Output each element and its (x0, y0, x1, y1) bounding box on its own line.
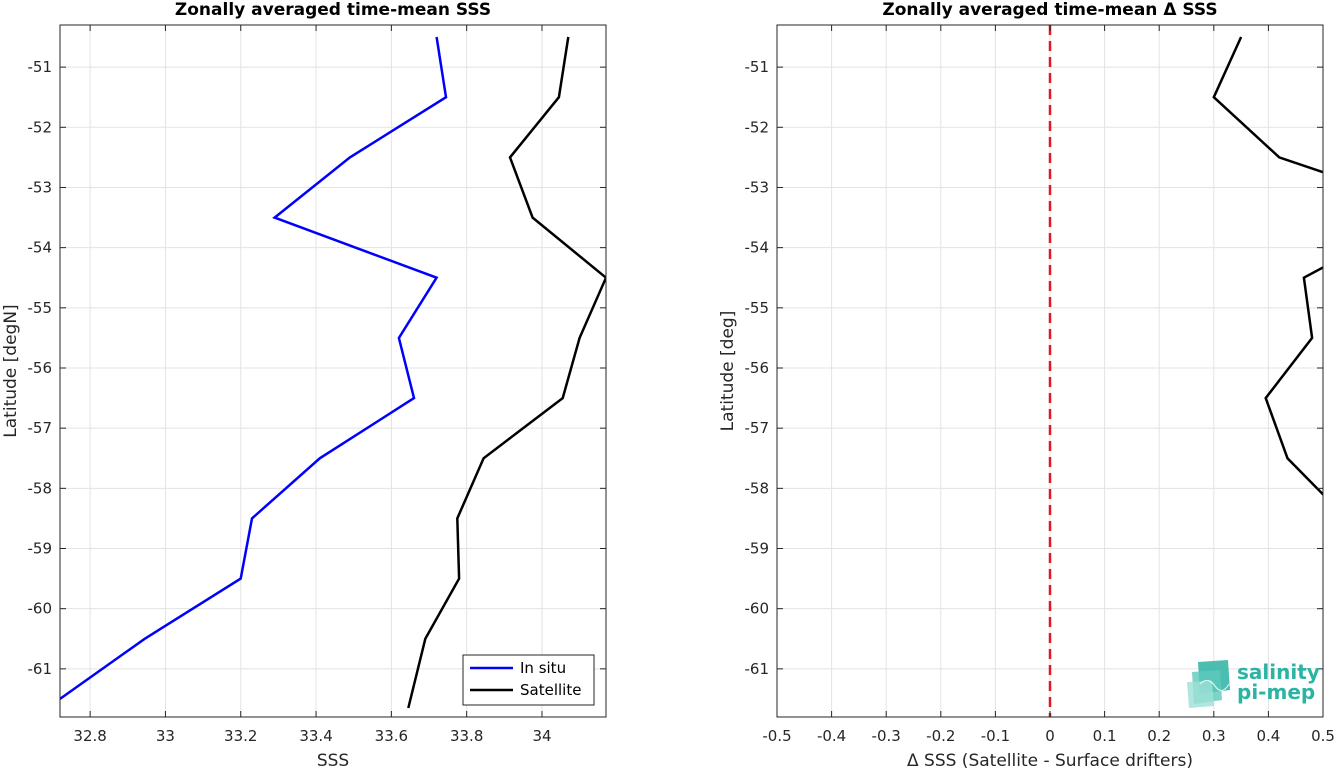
y-tick-label: -52 (745, 118, 770, 136)
y-tick-label: -51 (28, 58, 53, 76)
y-tick-label: -57 (28, 419, 53, 437)
y-tick-label: -59 (745, 540, 770, 558)
left-xlabel: SSS (317, 751, 349, 769)
right-ticks: -0.5 -0.4 -0.3 -0.2 -0.1 0 0.1 0.2 0.3 0.4 0.5 -51 -… (745, 25, 1335, 745)
y-tick-label: -61 (28, 660, 53, 678)
y-tick-label: -60 (28, 600, 53, 618)
y-tick-label: -54 (745, 239, 770, 257)
right-xlabel: Δ SSS (Satellite - Surface drifters) (907, 751, 1193, 769)
y-tick-label: -56 (28, 359, 53, 377)
wave-logo-icon (1187, 660, 1230, 708)
left-ticks: 32.8 33 33.2 33.4 33.6 33.8 34 -51 -52 -53 -54 -55 -… (28, 25, 606, 745)
legend-label-satellite: Satellite (520, 681, 581, 699)
x-tick-label: 33.6 (375, 727, 408, 745)
y-tick-label: -60 (745, 600, 770, 618)
series-line-satellite (407, 36, 606, 709)
x-tick-label: -0.2 (926, 727, 955, 745)
right-grid (776, 25, 1324, 717)
y-tick-label: -52 (28, 118, 53, 136)
left-plot-area (60, 25, 606, 717)
x-tick-label: -0.1 (981, 727, 1010, 745)
legend: In situ Satellite (462, 654, 595, 706)
y-tick-label: -58 (28, 479, 53, 497)
x-tick-label: -0.5 (762, 727, 791, 745)
series-line-in-situ (60, 36, 448, 700)
y-tick-label: -57 (745, 419, 770, 437)
y-tick-label: -56 (745, 359, 770, 377)
left-series-group (60, 36, 606, 709)
logo-line2: pi-mep (1237, 680, 1315, 704)
right-title: Zonally averaged time-mean Δ SSS (882, 0, 1217, 20)
left-axes-box (59, 24, 607, 718)
legend-label-in-situ: In situ (520, 659, 566, 677)
x-tick-label: 32.8 (73, 727, 106, 745)
x-tick-label: 33 (156, 727, 175, 745)
x-tick-label: 0.2 (1147, 727, 1171, 745)
y-tick-label: -55 (745, 299, 770, 317)
x-tick-label: 0.4 (1256, 727, 1280, 745)
x-tick-label: 0.3 (1202, 727, 1226, 745)
x-tick-label: 0.1 (1093, 727, 1117, 745)
left-grid (60, 25, 606, 717)
x-tick-label: 33.8 (450, 727, 483, 745)
right-ylabel: Latitude [deg] (718, 311, 738, 432)
y-tick-label: -54 (28, 239, 53, 257)
x-tick-label: -0.4 (817, 727, 846, 745)
x-tick-label: 34 (532, 727, 551, 745)
y-tick-label: -53 (745, 178, 770, 196)
x-tick-label: 0.5 (1311, 727, 1335, 745)
x-tick-label: 33.4 (299, 727, 332, 745)
legend-box (462, 654, 595, 706)
left-title: Zonally averaged time-mean SSS (175, 0, 491, 20)
x-tick-label: 33.2 (224, 727, 257, 745)
left-ylabel: Latitude [degN] (1, 304, 21, 437)
y-tick-label: -58 (745, 479, 770, 497)
y-tick-label: -51 (745, 58, 770, 76)
right-series-group (1048, 25, 1323, 717)
y-tick-label: -55 (28, 299, 53, 317)
x-tick-label: 0 (1045, 727, 1055, 745)
y-tick-label: -53 (28, 178, 53, 196)
series-line-delta-sss (1212, 36, 1323, 497)
y-tick-label: -61 (745, 660, 770, 678)
left-panel: 32.8 33 33.2 33.4 33.6 33.8 34 -51 -52 -53 -54 -55 -… (1, 0, 607, 769)
y-tick-label: -59 (28, 540, 53, 558)
x-tick-label: -0.3 (872, 727, 901, 745)
right-panel: -0.5 -0.4 -0.3 -0.2 -0.1 0 0.1 0.2 0.3 0.4 0.5 -51 -… (718, 0, 1335, 769)
logo-line1: salinity (1237, 660, 1320, 684)
salinity-pi-mep-logo: salinity pi-mep (1187, 660, 1320, 708)
